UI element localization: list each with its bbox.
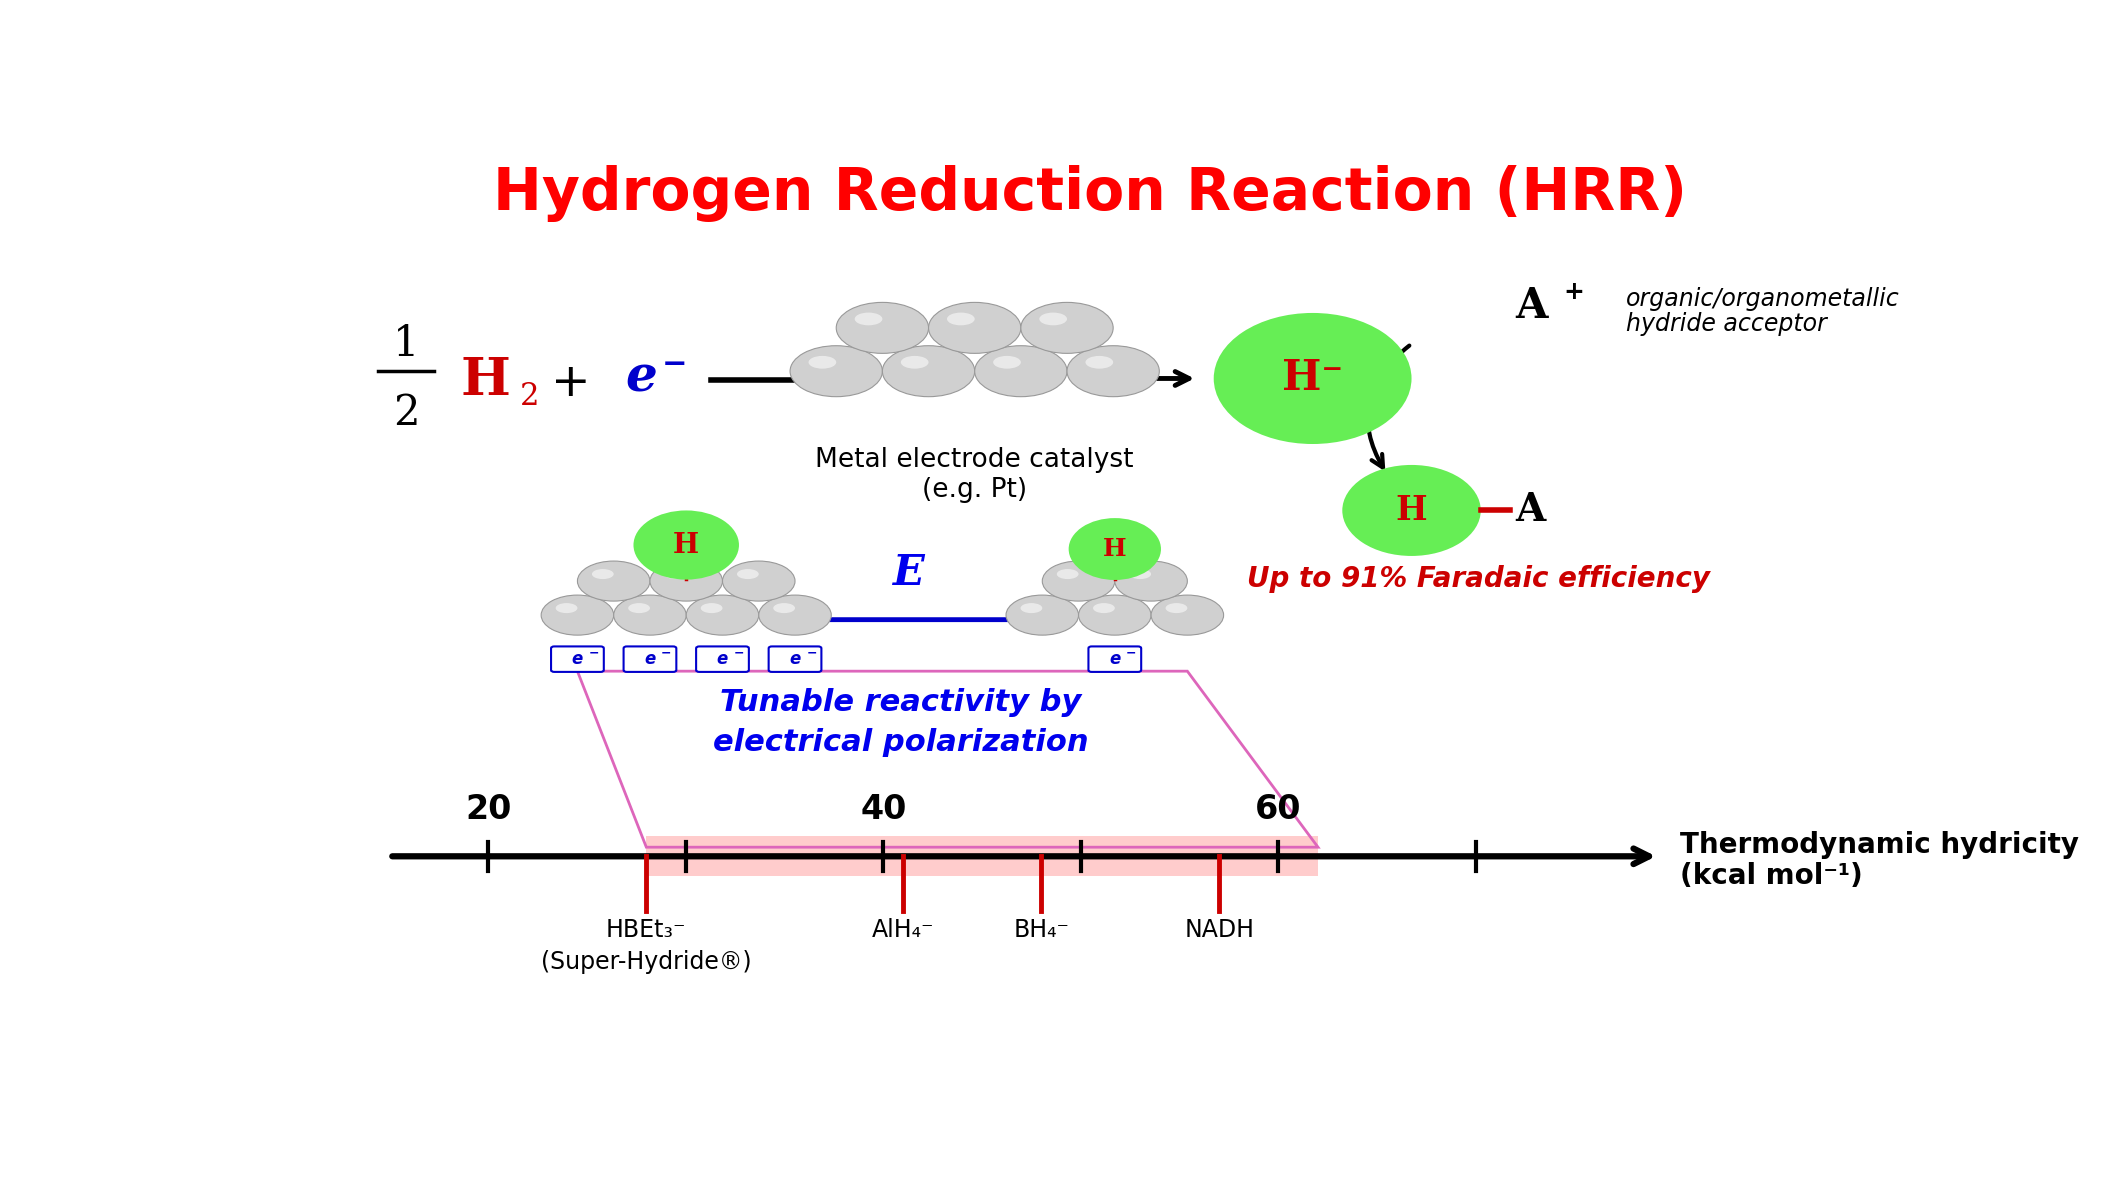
Ellipse shape [1151, 595, 1223, 635]
Ellipse shape [947, 312, 974, 325]
Ellipse shape [627, 603, 651, 613]
Ellipse shape [591, 569, 615, 579]
Ellipse shape [615, 595, 687, 635]
Ellipse shape [1215, 313, 1412, 444]
Text: H: H [672, 532, 700, 559]
Ellipse shape [1115, 561, 1187, 602]
Text: (Super-Hydride®): (Super-Hydride®) [540, 950, 751, 974]
Text: (e.g. Pt): (e.g. Pt) [923, 476, 1027, 502]
Ellipse shape [1342, 465, 1480, 556]
Text: H: H [1104, 537, 1127, 561]
Ellipse shape [1093, 603, 1115, 613]
Text: A: A [1514, 285, 1548, 326]
Text: Metal electrode catalyst: Metal electrode catalyst [815, 447, 1134, 473]
Text: Up to 91% Faradaic efficiency: Up to 91% Faradaic efficiency [1246, 565, 1710, 592]
Ellipse shape [1040, 312, 1068, 325]
Ellipse shape [576, 561, 651, 602]
Text: A: A [1514, 492, 1546, 530]
Text: e: e [789, 650, 800, 668]
Text: −: − [1125, 647, 1136, 660]
FancyBboxPatch shape [1089, 647, 1142, 671]
Ellipse shape [1085, 356, 1112, 369]
Text: Thermodynamic hydricity: Thermodynamic hydricity [1680, 831, 2080, 859]
Text: −: − [661, 350, 687, 379]
Text: NADH: NADH [1185, 918, 1255, 942]
Ellipse shape [789, 345, 883, 397]
Text: (kcal mol⁻¹): (kcal mol⁻¹) [1680, 863, 1863, 890]
Text: E: E [893, 552, 925, 595]
Text: e: e [717, 650, 727, 668]
Ellipse shape [883, 345, 974, 397]
Ellipse shape [1042, 561, 1115, 602]
Ellipse shape [759, 595, 832, 635]
Ellipse shape [836, 303, 929, 353]
Text: H⁻: H⁻ [1283, 357, 1344, 400]
Text: 20: 20 [466, 793, 510, 826]
Text: Tunable reactivity by
electrical polarization: Tunable reactivity by electrical polariz… [713, 688, 1089, 758]
Bar [647, 837, 1319, 876]
Ellipse shape [1006, 595, 1078, 635]
FancyBboxPatch shape [768, 647, 821, 671]
Ellipse shape [700, 603, 723, 613]
Ellipse shape [1021, 603, 1042, 613]
Ellipse shape [993, 356, 1021, 369]
Ellipse shape [1068, 518, 1161, 580]
Ellipse shape [774, 603, 795, 613]
Text: e: e [644, 650, 655, 668]
Text: +: + [1563, 280, 1585, 304]
FancyBboxPatch shape [696, 647, 749, 671]
Text: Hydrogen Reduction Reaction (HRR): Hydrogen Reduction Reaction (HRR) [493, 164, 1687, 221]
Ellipse shape [634, 511, 738, 579]
FancyBboxPatch shape [551, 647, 604, 671]
Text: organic/organometallic: organic/organometallic [1625, 287, 1899, 311]
Text: H: H [1395, 494, 1427, 527]
Text: 40: 40 [859, 793, 906, 826]
Ellipse shape [902, 356, 929, 369]
Text: e: e [1108, 650, 1121, 668]
Ellipse shape [1021, 303, 1112, 353]
Ellipse shape [540, 595, 615, 635]
Ellipse shape [651, 561, 723, 602]
Text: BH₄⁻: BH₄⁻ [1012, 918, 1070, 942]
Text: −: − [734, 647, 744, 660]
Ellipse shape [1078, 595, 1151, 635]
Text: H: H [459, 355, 510, 405]
Ellipse shape [1068, 345, 1159, 397]
Ellipse shape [736, 569, 759, 579]
Text: HBEt₃⁻: HBEt₃⁻ [606, 918, 687, 942]
Text: 2: 2 [519, 381, 540, 413]
Ellipse shape [974, 345, 1068, 397]
Text: e: e [572, 650, 583, 668]
Ellipse shape [929, 303, 1021, 353]
Text: hydride acceptor: hydride acceptor [1625, 312, 1827, 336]
Ellipse shape [664, 569, 687, 579]
Text: AlH₄⁻: AlH₄⁻ [872, 918, 934, 942]
Ellipse shape [687, 595, 759, 635]
Ellipse shape [723, 561, 795, 602]
Ellipse shape [855, 312, 883, 325]
Ellipse shape [1057, 569, 1078, 579]
Text: e: e [625, 353, 657, 403]
Ellipse shape [555, 603, 576, 613]
Text: −: − [589, 647, 600, 660]
Text: +: + [551, 361, 591, 405]
Ellipse shape [808, 356, 836, 369]
Text: 2: 2 [393, 392, 419, 434]
FancyBboxPatch shape [623, 647, 676, 671]
Ellipse shape [1129, 569, 1151, 579]
Text: 1: 1 [393, 323, 419, 365]
Text: 60: 60 [1255, 793, 1302, 826]
Ellipse shape [1166, 603, 1187, 613]
Text: −: − [661, 647, 672, 660]
Text: −: − [806, 647, 817, 660]
